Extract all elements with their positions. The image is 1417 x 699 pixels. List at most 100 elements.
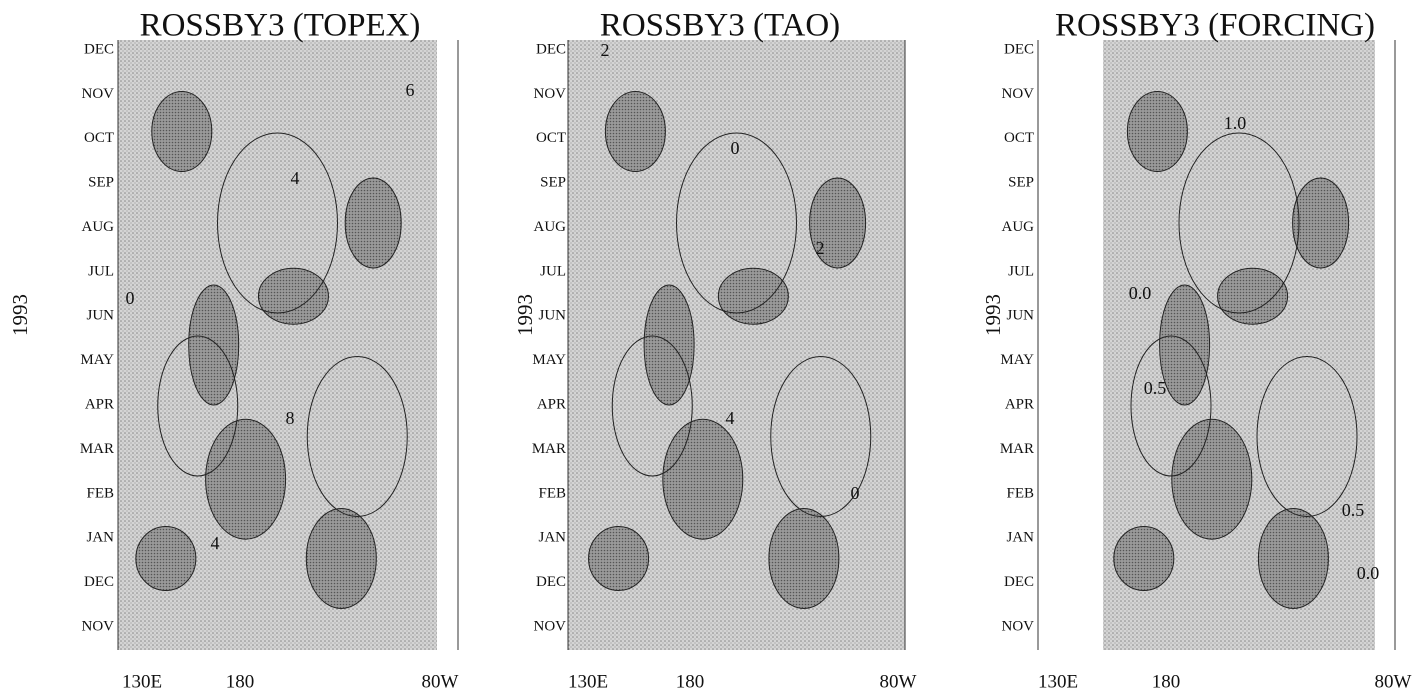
month-label: JAN [538, 530, 566, 546]
panel-title: ROSSBY3 (TAO) [600, 8, 840, 44]
contour-line [157, 335, 239, 477]
contour-region [1171, 418, 1253, 540]
month-label: AUG [534, 219, 567, 235]
month-label: APR [85, 397, 114, 413]
month-label: NOV [534, 86, 567, 102]
month-label: OCT [84, 130, 114, 146]
month-label: NOV [534, 618, 567, 634]
contour-label: 0.0 [1129, 283, 1152, 303]
contour-region [257, 267, 329, 325]
contour-line [1178, 132, 1300, 314]
month-label: FEB [86, 485, 114, 501]
contour-label: 2 [601, 40, 610, 60]
contour-label: 0 [731, 138, 740, 158]
month-label: JUN [86, 308, 114, 324]
month-label: MAY [80, 352, 114, 368]
x-label: 130E [1038, 671, 1078, 692]
contour-label: 0.0 [1357, 563, 1380, 583]
contour-region [662, 418, 744, 540]
month-label: AUG [82, 219, 115, 235]
contour-region [809, 177, 867, 269]
month-label: SEP [1008, 175, 1034, 191]
panel: ROSSBY3 (FORCING) DEC NOV OCT SEP AUG JUL JUN MA… [981, 8, 1412, 693]
month-label: DEC [536, 41, 566, 57]
contour-label: 0.5 [1342, 500, 1365, 520]
x-label: 180 [676, 671, 705, 692]
contour-region [188, 284, 240, 406]
month-label: MAY [532, 352, 566, 368]
contour-line [676, 132, 797, 314]
month-label: JAN [1006, 530, 1034, 546]
contour-region [604, 91, 666, 172]
year-label: 1993 [981, 294, 1005, 336]
panel: ROSSBY3 (TAO) DEC NOV OCT SEP AUG JUL JUN MAY APR… [513, 8, 917, 693]
x-label: 180 [1152, 671, 1181, 692]
contour-region [305, 508, 377, 609]
month-label: SEP [88, 175, 114, 191]
month-label: JUL [88, 263, 114, 279]
month-label: DEC [84, 41, 114, 57]
contour-label: 2 [816, 238, 825, 258]
month-label: JUN [538, 308, 566, 324]
contour-line [306, 356, 408, 517]
panel-title: ROSSBY3 (FORCING) [1055, 8, 1375, 44]
contour-region [344, 177, 402, 269]
contour-label: 0.5 [1144, 378, 1167, 398]
month-label: MAR [532, 441, 566, 457]
contour-label: 4 [291, 168, 300, 188]
month-label: DEC [84, 574, 114, 590]
contour-label: 4 [726, 408, 735, 428]
x-label: 130E [568, 671, 608, 692]
x-label: 80W [880, 671, 917, 692]
month-label: JUL [540, 263, 566, 279]
contour-label: 0 [851, 483, 860, 503]
contour-region [1113, 526, 1175, 591]
month-label: MAR [1000, 441, 1034, 457]
month-label: APR [537, 397, 566, 413]
contour-line [1130, 335, 1212, 477]
month-label: OCT [1004, 130, 1034, 146]
contour-region [1292, 177, 1350, 269]
contour-region [1217, 267, 1289, 325]
month-label: DEC [1004, 41, 1034, 57]
contour-label: 8 [286, 408, 295, 428]
month-label: DEC [1004, 574, 1034, 590]
month-label: JAN [86, 530, 114, 546]
contour-region [205, 418, 287, 540]
month-label: APR [1005, 397, 1034, 413]
contour-region [1159, 284, 1211, 406]
contour-region [643, 284, 695, 406]
month-label: NOV [82, 618, 115, 634]
month-label: FEB [1006, 485, 1034, 501]
x-label: 130E [122, 671, 162, 692]
contour-region [135, 526, 197, 591]
month-label: NOV [1002, 86, 1035, 102]
month-label: NOV [1002, 618, 1035, 634]
month-label: OCT [536, 130, 566, 146]
contour-region [1257, 508, 1329, 609]
contour-label: 6 [406, 80, 415, 100]
month-label: DEC [536, 574, 566, 590]
contour-region [768, 508, 840, 609]
year-label: 1993 [513, 294, 537, 336]
panel: ROSSBY3 (TOPEX) DEC NOV OCT SEP AUG JUL JUN MAY A… [8, 8, 459, 693]
month-label: JUN [1006, 308, 1034, 324]
x-label: 80W [1375, 671, 1412, 692]
panel-title: ROSSBY3 (TOPEX) [140, 8, 421, 44]
month-label: AUG [1002, 219, 1035, 235]
month-label: SEP [540, 175, 566, 191]
contour-region [588, 526, 650, 591]
contour-line [217, 132, 338, 314]
contour-region [717, 267, 789, 325]
contour-line [1256, 356, 1358, 517]
contour-label: 1.0 [1224, 113, 1247, 133]
contour-line [611, 335, 693, 477]
month-label: FEB [538, 485, 566, 501]
x-label: 180 [226, 671, 255, 692]
month-label: NOV [82, 86, 115, 102]
month-label: MAR [80, 441, 114, 457]
x-label: 80W [422, 671, 459, 692]
contour-line [770, 356, 872, 517]
contour-region [1126, 91, 1188, 172]
